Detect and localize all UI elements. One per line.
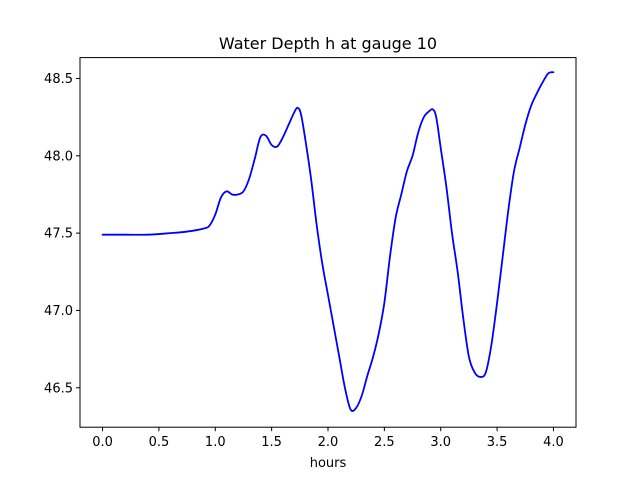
x-axis-label: hours — [310, 456, 347, 471]
y-tick-label: 48.0 — [44, 149, 73, 164]
x-tick-label: 1.0 — [205, 435, 226, 450]
y-tick-label: 46.5 — [44, 381, 73, 396]
x-tick-label: 0.5 — [149, 435, 170, 450]
plot-area — [101, 71, 555, 412]
x-tick-label: 3.5 — [487, 435, 508, 450]
series-line — [101, 71, 555, 412]
x-tick-label: 0.0 — [92, 435, 113, 450]
chart-title: Water Depth h at gauge 10 — [219, 34, 437, 53]
x-tick-label: 2.5 — [374, 435, 395, 450]
x-tick-label: 2.0 — [318, 435, 339, 450]
y-tick-label: 47.0 — [44, 304, 73, 319]
x-axis: 0.0 0.5 1.0 1.5 2.0 2.5 3.0 3.5 4.0 — [92, 427, 564, 450]
y-axis: 46.5 47.0 47.5 48.0 48.5 — [44, 72, 80, 396]
y-tick-label: 47.5 — [44, 227, 73, 242]
x-tick-label: 3.0 — [430, 435, 451, 450]
y-tick-label: 48.5 — [44, 72, 73, 87]
x-tick-label: 4.0 — [543, 435, 564, 450]
x-tick-label: 1.5 — [261, 435, 282, 450]
